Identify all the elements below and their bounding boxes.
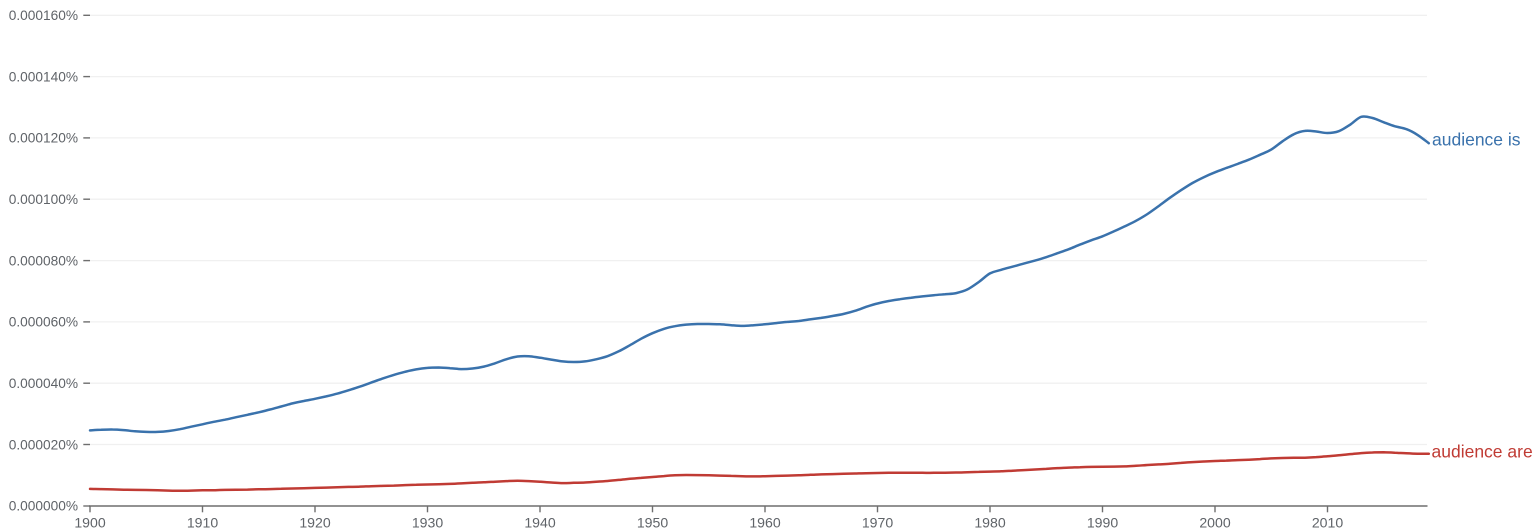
svg-text:0.000140%: 0.000140% — [9, 69, 78, 84]
svg-text:1920: 1920 — [299, 515, 331, 531]
svg-text:0.000060%: 0.000060% — [9, 315, 78, 330]
svg-text:2000: 2000 — [1199, 515, 1231, 531]
svg-text:1910: 1910 — [187, 515, 219, 531]
svg-text:0.000120%: 0.000120% — [9, 131, 78, 146]
svg-text:0.000100%: 0.000100% — [9, 192, 78, 207]
svg-text:0.000080%: 0.000080% — [9, 253, 78, 268]
svg-text:1970: 1970 — [862, 515, 894, 531]
svg-text:1900: 1900 — [74, 515, 106, 531]
svg-text:1930: 1930 — [412, 515, 444, 531]
svg-text:audience are: audience are — [1432, 442, 1533, 462]
svg-text:0.000160%: 0.000160% — [9, 8, 78, 23]
svg-text:1980: 1980 — [974, 515, 1006, 531]
svg-text:1990: 1990 — [1087, 515, 1119, 531]
svg-text:0.000000%: 0.000000% — [9, 499, 78, 514]
svg-text:0.000040%: 0.000040% — [9, 376, 78, 391]
svg-text:2010: 2010 — [1312, 515, 1344, 531]
svg-text:1960: 1960 — [749, 515, 781, 531]
svg-text:0.000020%: 0.000020% — [9, 437, 78, 452]
svg-text:1940: 1940 — [524, 515, 556, 531]
svg-text:1950: 1950 — [637, 515, 669, 531]
svg-text:audience is: audience is — [1432, 130, 1521, 150]
